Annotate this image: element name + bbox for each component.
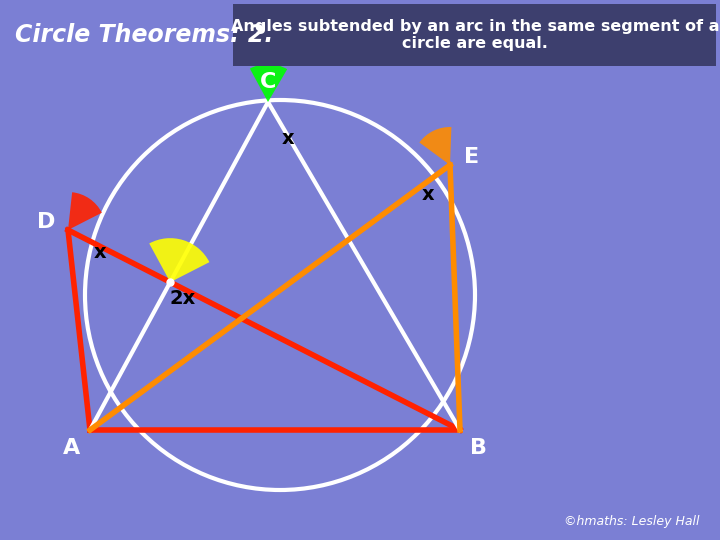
Wedge shape bbox=[250, 64, 287, 102]
Text: Angles subtended by an arc in the same segment of a
circle are equal.: Angles subtended by an arc in the same s… bbox=[230, 19, 719, 51]
Text: C: C bbox=[260, 72, 276, 92]
Wedge shape bbox=[68, 192, 102, 230]
Text: Circle Theorems: 2.: Circle Theorems: 2. bbox=[15, 23, 274, 47]
Bar bbox=[233, 4, 716, 66]
Text: ©hmaths: Lesley Hall: ©hmaths: Lesley Hall bbox=[564, 515, 700, 528]
Wedge shape bbox=[149, 238, 210, 282]
Text: E: E bbox=[464, 147, 480, 167]
Text: x: x bbox=[282, 129, 294, 147]
Text: x: x bbox=[422, 186, 434, 205]
Text: A: A bbox=[63, 438, 81, 458]
Wedge shape bbox=[419, 127, 451, 165]
Text: D: D bbox=[37, 212, 55, 232]
Text: B: B bbox=[469, 438, 487, 458]
Text: x: x bbox=[94, 242, 107, 261]
Text: 2x: 2x bbox=[169, 289, 195, 308]
